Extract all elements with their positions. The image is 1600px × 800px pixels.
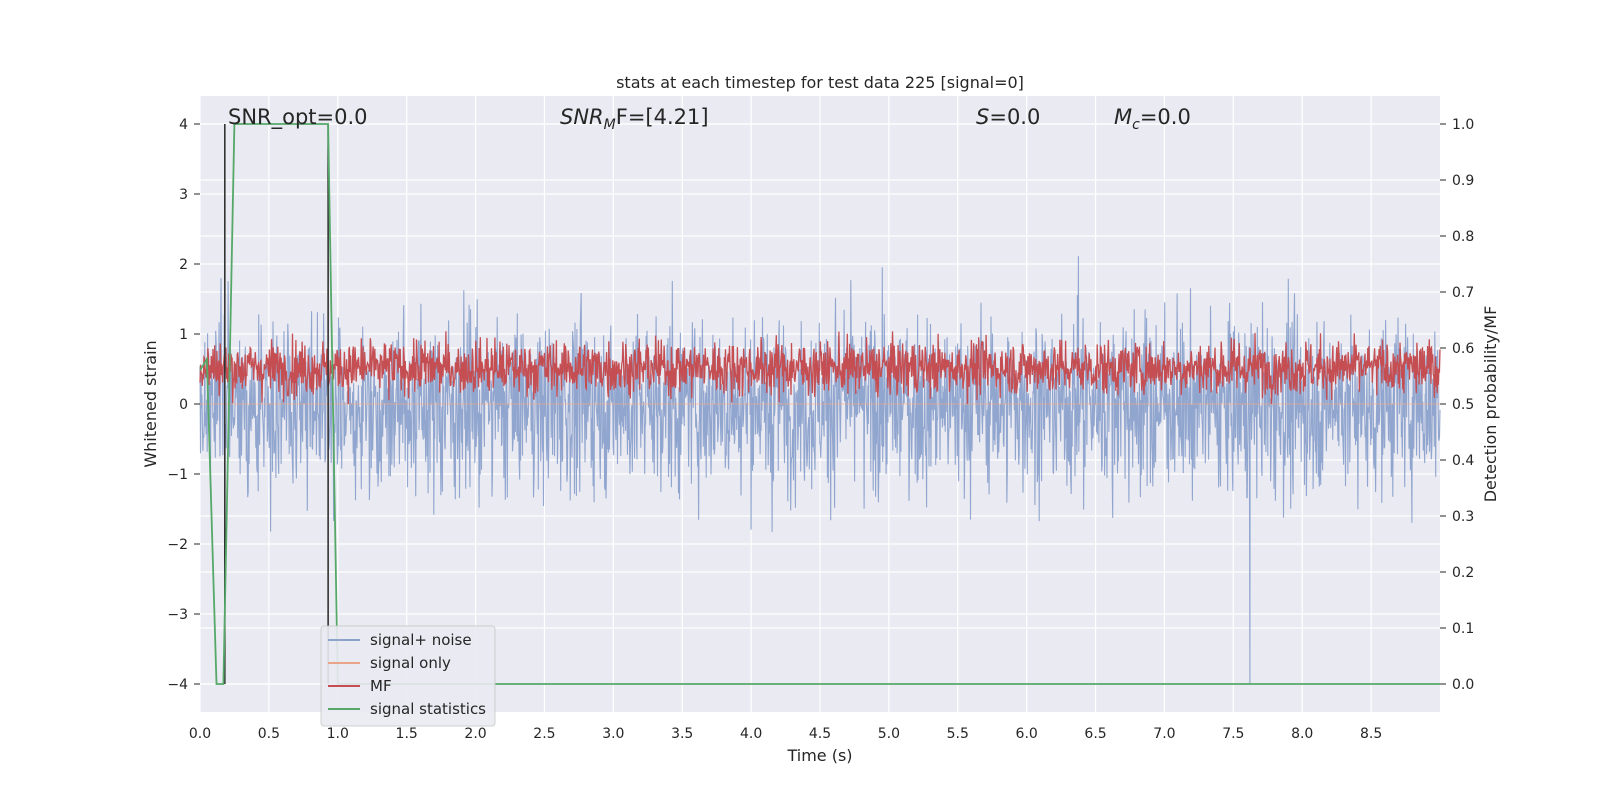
annotation-snr-mf-rest: F=[4.21]: [616, 105, 709, 129]
annotation-mc-rest: =0.0: [1140, 105, 1191, 129]
x-tick-label: 0.5: [258, 726, 280, 742]
x-tick-label: 6.5: [1084, 726, 1106, 742]
chart-title: stats at each timestep for test data 225…: [616, 73, 1024, 92]
annotation-snr-mf: SNRMF=[4.21]: [560, 105, 709, 133]
annotation-s-rest: =0.0: [989, 105, 1040, 129]
mf-series: [199, 331, 1441, 405]
legend-box: [320, 625, 496, 727]
y-right-tick-label: 0.1: [1452, 621, 1474, 637]
y-right-tick-label: 0.4: [1452, 453, 1474, 469]
x-tick-label: 3.5: [671, 726, 693, 742]
legend-label-mf: MF: [370, 677, 392, 695]
legend-label-signal-statistics: signal statistics: [370, 700, 486, 718]
y-right-tick-label: 0.8: [1452, 229, 1474, 245]
annotation-s: S=0.0: [976, 105, 1040, 129]
annotation-mc: Mc=0.0: [1114, 105, 1191, 133]
x-axis-label: Time (s): [786, 746, 852, 765]
annotation-mc-main: M: [1114, 105, 1132, 129]
x-tick-labels: 0.0 0.5 1.0 1.5 2.0 2.5 3.0 3.5 4.0 4.5 5.0 5.5 6.0 6…: [189, 726, 1382, 742]
annotation-snr-mf-sub: M: [604, 117, 616, 133]
y-right-tick-label: 0.5: [1452, 397, 1474, 413]
x-tick-label: 2.5: [533, 726, 555, 742]
y-right-axis-label: Detection probability/MF: [1481, 306, 1500, 503]
x-tick-label: 8.0: [1291, 726, 1313, 742]
legend-label-signal-only: signal only: [370, 654, 451, 672]
x-tick-label: 1.0: [327, 726, 349, 742]
y-left-tick-label: −2: [167, 537, 188, 553]
x-tick-label: 4.5: [809, 726, 831, 742]
y-left-tick-label: −1: [167, 467, 188, 483]
x-tick-label: 2.0: [464, 726, 486, 742]
x-tick-label: 5.0: [878, 726, 900, 742]
x-tick-label: 8.5: [1360, 726, 1382, 742]
y-right-tick-label: 0.2: [1452, 565, 1474, 581]
signal-statistics-line: [199, 123, 1440, 685]
x-tick-label: 3.0: [602, 726, 624, 742]
x-tick-label: 1.5: [396, 726, 418, 742]
annotation-snr-opt: SNR_opt=0.0: [228, 105, 368, 130]
signal-statistics-series: [199, 123, 1440, 685]
annotation-mc-sub: c: [1132, 117, 1140, 133]
annotation-s-main: S: [976, 105, 989, 129]
x-tick-label: 5.5: [947, 726, 969, 742]
y-left-tick-label: 0: [179, 397, 188, 413]
x-tick-label: 7.0: [1153, 726, 1175, 742]
y-right-tick-label: 0.3: [1452, 509, 1474, 525]
x-tick-label: 0.0: [189, 726, 211, 742]
x-tick-label: 4.0: [740, 726, 762, 742]
annotation-snr-mf-main: SNR: [560, 105, 604, 129]
y-right-tick-labels: 1.0 0.9 0.8 0.7 0.6 0.5 0.4 0.3 0.2 0.1 0.0: [1440, 117, 1474, 693]
y-left-tick-label: −4: [167, 677, 188, 693]
legend: signal+ noise signal only MF signal stat…: [320, 625, 496, 727]
y-right-tick-label: 0.6: [1452, 341, 1474, 357]
x-tick-label: 6.0: [1016, 726, 1038, 742]
y-left-tick-label: 3: [179, 187, 188, 203]
y-right-tick-label: 0.7: [1452, 285, 1474, 301]
y-left-tick-label: 4: [179, 117, 188, 133]
y-left-tick-label: −3: [167, 607, 188, 623]
y-left-tick-label: 1: [179, 327, 188, 343]
y-right-tick-label: 0.0: [1452, 677, 1474, 693]
legend-label-signal-noise: signal+ noise: [370, 631, 472, 649]
y-left-tick-label: 2: [179, 257, 188, 273]
y-right-tick-label: 0.9: [1452, 173, 1474, 189]
y-left-axis-label: Whitened strain: [141, 340, 160, 467]
x-tick-label: 7.5: [1222, 726, 1244, 742]
y-right-tick-label: 1.0: [1452, 117, 1474, 133]
mf-line: [199, 331, 1441, 405]
y-left-tick-labels: 4 3 2 1 0 −1 −2 −3 −4: [167, 117, 200, 693]
